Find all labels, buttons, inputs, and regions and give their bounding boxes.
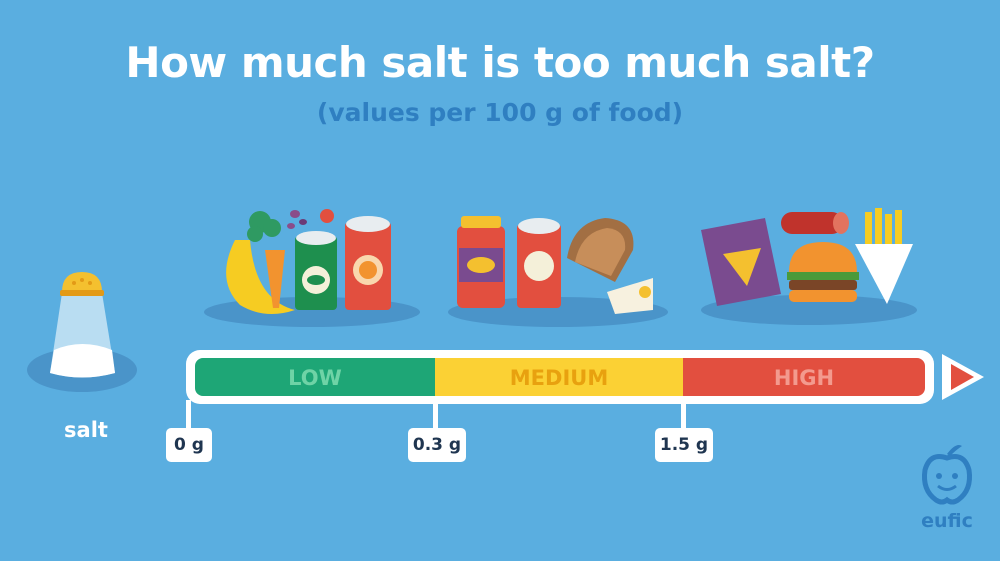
tick-label-1: 0.3 g [408,428,466,462]
bread-icon [567,218,634,282]
tick-0 [186,400,191,432]
tick-label-2: 1.5 g [655,428,713,462]
beans-icon [287,210,307,229]
soup-can-icon [517,218,561,308]
eufic-logo: eufic [912,440,982,532]
crisps-bag-icon [701,218,781,306]
food-group-low [204,209,420,327]
burger-icon [787,242,859,302]
sauce-jar-icon [457,216,505,308]
apple-face-icon [922,445,972,505]
salt-label: salt [64,418,108,442]
salami-icon [781,212,849,234]
tick-label-0: 0 g [166,428,212,462]
cheese-icon [607,278,653,314]
broccoli-icon [247,211,281,242]
subtitle: (values per 100 g of food) [316,98,684,127]
segment-high [683,358,925,396]
pea-can-icon [295,231,337,310]
logo-text: eufic [921,510,973,532]
food-group-high [701,208,917,325]
salt-shaker-icon [27,272,137,392]
tick-1 [433,400,438,432]
food-group-medium [448,216,668,327]
segment-medium [435,358,683,396]
page-title: How much salt is too much salt? [125,38,875,87]
carrot-icon [265,250,285,308]
fries-icon [855,208,913,304]
segment-low [195,358,435,396]
tick-2 [681,400,686,432]
segment-label-low: LOW [288,366,342,390]
tomato-can-icon [345,216,391,310]
arrow-right-icon [942,354,984,400]
banana-icon [226,240,295,314]
strawberry-icon [320,209,334,223]
segment-label-high: HIGH [773,366,835,390]
segment-label-medium: MEDIUM [509,366,609,390]
